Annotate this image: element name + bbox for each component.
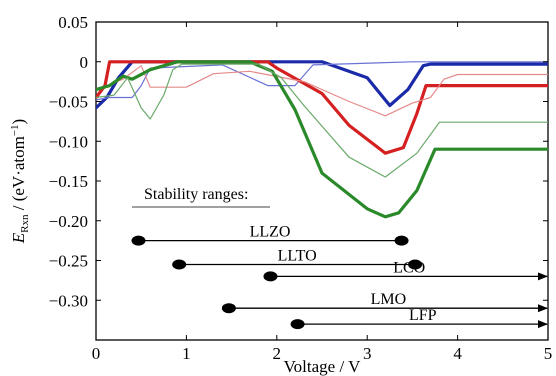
range-start-dot bbox=[172, 259, 187, 270]
series-line bbox=[96, 65, 548, 117]
x-tick-label: 2 bbox=[273, 344, 282, 363]
y-tick-label: −0.15 bbox=[49, 172, 88, 191]
range-label: LLZO bbox=[250, 224, 291, 241]
y-tick-label: −0.30 bbox=[49, 291, 88, 310]
x-tick-label: 4 bbox=[453, 344, 462, 363]
y-tick-label: −0.05 bbox=[49, 93, 88, 112]
y-axis-title-rest: / (eV·atom bbox=[9, 136, 28, 214]
y-axis-title-end: ) bbox=[9, 119, 28, 125]
y-tick-label: 0 bbox=[80, 53, 89, 72]
y-tick-label: −0.25 bbox=[49, 252, 88, 271]
series-line bbox=[96, 61, 548, 101]
range-end-dot bbox=[394, 235, 409, 246]
y-axis-title: ERxn / (eV·atom−1) bbox=[9, 119, 31, 244]
range-label: LMO bbox=[371, 291, 407, 308]
x-tick-label: 5 bbox=[544, 344, 553, 363]
range-start-dot bbox=[221, 303, 236, 314]
plot-frame bbox=[95, 21, 549, 341]
range-start-dot bbox=[263, 271, 278, 282]
series-layer bbox=[96, 60, 548, 219]
series-line bbox=[96, 60, 548, 155]
range-label: LCO bbox=[393, 259, 425, 276]
y-tick-label: 0.05 bbox=[58, 13, 88, 32]
range-start-dot bbox=[131, 235, 146, 246]
y-tick-label: −0.10 bbox=[49, 132, 88, 151]
range-label: LLTO bbox=[278, 247, 317, 264]
axis-ticks: 0 1 2 3 4 5 0.05 0 −0.05 −0.10 −0.15 −0.20 −0.25 −0.3… bbox=[49, 13, 553, 363]
x-tick-label: 1 bbox=[182, 344, 191, 363]
x-axis-title: Voltage / V bbox=[284, 357, 362, 376]
x-tick-label: 0 bbox=[92, 344, 101, 363]
y-tick-label: −0.20 bbox=[49, 212, 88, 231]
x-tick-label: 3 bbox=[363, 344, 372, 363]
range-end-dot bbox=[408, 259, 423, 270]
series-line bbox=[96, 63, 548, 178]
stability-ranges-title: Stability ranges: bbox=[144, 186, 248, 203]
y-axis-title-sup: −1 bbox=[9, 124, 21, 136]
y-axis-title-sub: Rxn bbox=[19, 214, 31, 233]
y-axis-title-main: E bbox=[9, 232, 28, 244]
range-label: LFP bbox=[409, 307, 437, 324]
range-start-dot bbox=[290, 319, 305, 330]
